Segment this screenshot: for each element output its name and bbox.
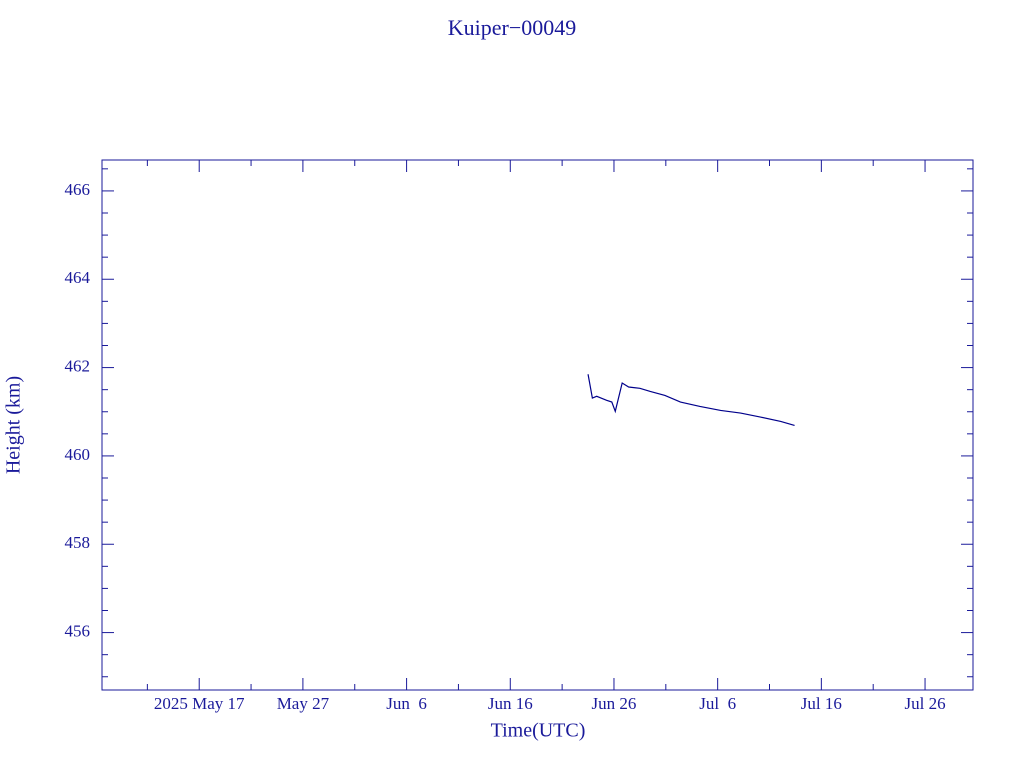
x-axis-label: Time(UTC) [491,720,586,742]
x-tick-label: Jun 6 [386,694,427,713]
x-tick-label: Jul 6 [699,694,736,713]
y-tick-label: 460 [65,445,91,464]
x-tick-label: Jul 16 [801,694,842,713]
y-tick-label: 456 [65,621,91,640]
x-tick-label: 2025 May 17 [154,694,245,713]
y-tick-label: 458 [65,533,91,552]
y-tick-label: 462 [65,356,91,375]
x-tick-label: Jun 26 [592,694,637,713]
y-tick-label: 464 [65,268,91,287]
data-line [587,374,795,427]
y-tick-label: 466 [65,180,91,199]
y-axis-label: Height (km) [3,376,25,474]
chart-title: Kuiper−00049 [448,15,577,40]
x-tick-label: Jul 26 [904,694,945,713]
x-tick-label: Jun 16 [488,694,533,713]
plot-frame [101,159,974,691]
x-tick-label: May 27 [277,694,330,713]
